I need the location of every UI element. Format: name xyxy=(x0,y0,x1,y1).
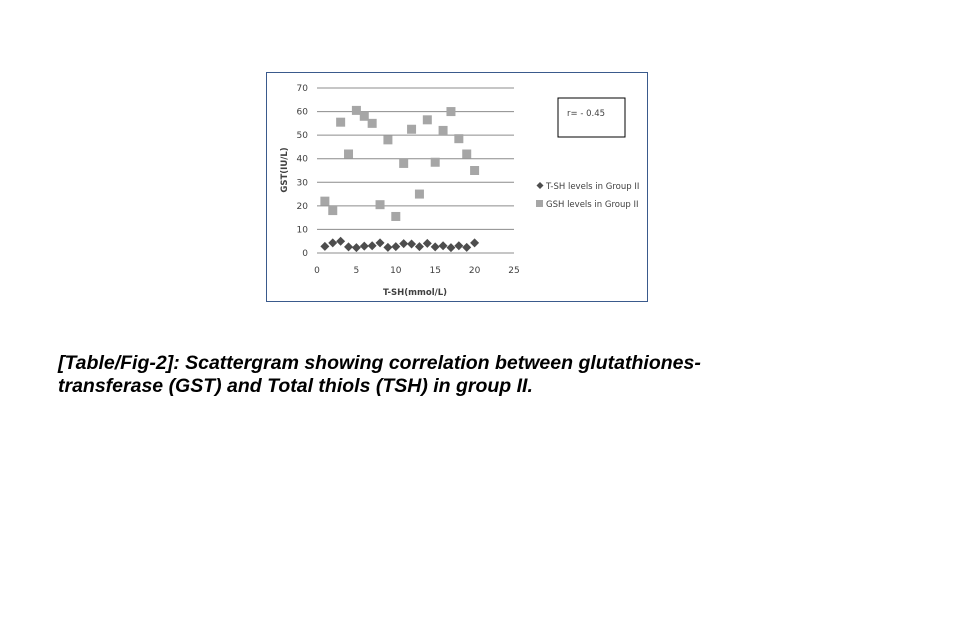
tsh-data-point xyxy=(367,241,377,251)
tsh-data-point xyxy=(414,242,424,252)
gsh-data-point xyxy=(375,200,385,210)
caption-line-2: transferase (GST) and Total thiols (TSH)… xyxy=(58,375,533,397)
tsh-data-point xyxy=(470,238,480,248)
tsh-data-point xyxy=(454,241,464,251)
gsh-data-point xyxy=(336,117,346,127)
caption-line-1: [Table/Fig-2]: Scattergram showing corre… xyxy=(58,352,701,374)
gsh-data-point xyxy=(438,125,448,135)
tsh-data-point xyxy=(399,239,409,249)
tsh-data-point xyxy=(383,242,393,252)
correlation-box xyxy=(557,97,626,138)
tsh-data-point xyxy=(391,242,401,252)
gsh-data-point xyxy=(383,135,393,145)
y-axis-label: GST(IU/L) xyxy=(280,147,290,192)
gsh-data-point xyxy=(414,189,424,199)
gsh-data-point xyxy=(320,196,330,206)
gsh-data-point xyxy=(422,115,432,125)
tsh-data-point xyxy=(359,241,369,251)
gsh-data-point xyxy=(391,211,401,221)
x-tick-label: 25 xyxy=(508,266,519,276)
gsh-data-point xyxy=(407,124,417,134)
tsh-data-point xyxy=(462,242,472,252)
gsh-data-point xyxy=(446,107,456,117)
tsh-data-point xyxy=(351,243,361,253)
tsh-data-point xyxy=(407,239,417,249)
gsh-data-point xyxy=(454,134,464,144)
gsh-data-point xyxy=(351,105,361,115)
y-tick-label: 40 xyxy=(297,155,309,165)
tsh-data-point xyxy=(344,242,354,252)
gsh-data-point xyxy=(470,166,480,175)
legend-entry-gsh: GSH levels in Group II xyxy=(546,200,638,210)
x-tick-label: 0 xyxy=(314,266,320,276)
tsh-data-point xyxy=(422,238,432,248)
x-tick-label: 20 xyxy=(469,266,481,276)
gsh-data-point xyxy=(399,158,409,168)
gsh-data-point xyxy=(367,118,377,128)
chart-frame: 0 10 20 30 40 50 60 70 0 5 10 15 20 25 T-SH(mmol/L) G… xyxy=(266,72,648,302)
legend-square-icon xyxy=(536,200,543,207)
tsh-data-point xyxy=(320,241,330,251)
legend: T-SH levels in Group II GSH levels in Gr… xyxy=(536,182,639,210)
x-tick-label: 10 xyxy=(390,266,402,276)
legend-entry-tsh: T-SH levels in Group II xyxy=(545,182,639,192)
y-tick-label: 0 xyxy=(302,249,308,259)
tsh-data-point xyxy=(336,236,346,246)
tsh-data-point xyxy=(375,238,385,248)
gsh-data-point xyxy=(462,149,472,159)
gsh-data-point xyxy=(359,111,369,121)
y-tick-label: 20 xyxy=(297,202,309,212)
x-tick-label: 15 xyxy=(429,266,440,276)
tsh-data-point xyxy=(446,243,456,253)
y-tick-label: 50 xyxy=(297,131,309,141)
tsh-data-point xyxy=(430,242,440,252)
legend-diamond-icon xyxy=(536,182,544,189)
x-tick-label: 5 xyxy=(354,266,360,276)
y-tick-label: 60 xyxy=(297,108,309,118)
figure-caption: [Table/Fig-2]: Scattergram showing corre… xyxy=(58,352,818,398)
tsh-data-point xyxy=(438,241,448,251)
y-tick-label: 30 xyxy=(297,178,309,188)
y-tick-label: 10 xyxy=(297,225,309,235)
x-axis-label: T-SH(mmol/L) xyxy=(383,288,447,298)
correlation-annotation: r= - 0.45 xyxy=(567,109,605,119)
gsh-data-point xyxy=(344,149,354,159)
gsh-data-point xyxy=(430,157,440,167)
gsh-data-point xyxy=(328,206,338,216)
y-tick-label: 70 xyxy=(297,84,309,94)
tsh-data-point xyxy=(328,238,338,248)
scatter-chart: 0 10 20 30 40 50 60 70 0 5 10 15 20 25 T-SH(mmol/L) G… xyxy=(280,84,639,298)
